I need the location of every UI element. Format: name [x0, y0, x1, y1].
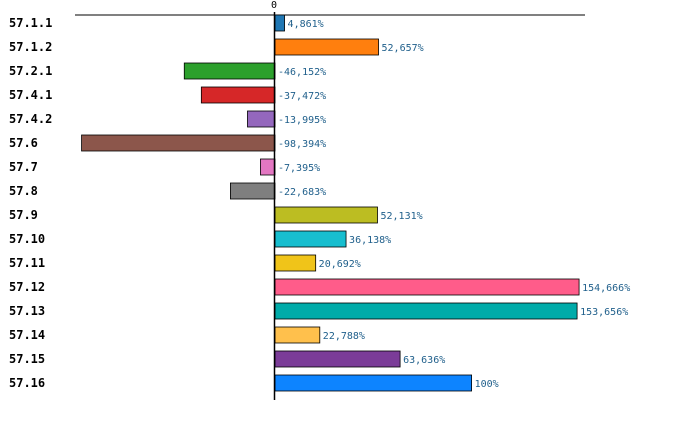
data-label: 63,636%	[403, 355, 445, 366]
data-label: 100%	[475, 379, 499, 390]
bar	[274, 254, 317, 272]
bar	[230, 182, 276, 200]
category-label: 57.16	[9, 376, 45, 390]
value-labels: 4,861% 52,657% -46,152% -37,472% -13,995% -98…	[278, 19, 630, 390]
bar	[274, 350, 401, 368]
category-label: 57.6	[9, 136, 38, 150]
category-label: 57.11	[9, 256, 45, 270]
data-label: -98,394%	[278, 139, 326, 150]
bar	[274, 14, 285, 32]
bar	[183, 62, 276, 80]
bar	[274, 326, 321, 344]
category-label: 57.1.2	[9, 40, 52, 54]
bar	[81, 134, 276, 152]
category-label: 57.14	[9, 328, 45, 342]
data-label: 4,861%	[288, 19, 324, 30]
bar	[274, 206, 378, 224]
category-label: 57.4.2	[9, 112, 52, 126]
category-label: 57.15	[9, 352, 45, 366]
bar	[247, 110, 276, 128]
data-label: 22,788%	[323, 331, 365, 342]
category-label: 57.9	[9, 208, 38, 222]
category-label: 57.13	[9, 304, 45, 318]
data-label: 20,692%	[319, 259, 361, 270]
data-label: -22,683%	[278, 187, 326, 198]
data-label: -7,395%	[278, 163, 320, 174]
data-label: 154,666%	[582, 283, 630, 294]
data-label: 52,131%	[380, 211, 422, 222]
data-label: -46,152%	[278, 67, 326, 78]
category-label: 57.12	[9, 280, 45, 294]
category-label: 57.10	[9, 232, 45, 246]
category-label: 57.1.1	[9, 16, 52, 30]
data-label: -13,995%	[278, 115, 326, 126]
category-label: 57.2.1	[9, 64, 52, 78]
bar	[274, 302, 578, 320]
bar	[274, 278, 580, 296]
bar	[260, 158, 276, 176]
data-label: 52,657%	[382, 43, 424, 54]
data-label: 153,656%	[580, 307, 628, 318]
category-label: 57.4.1	[9, 88, 52, 102]
data-label: -37,472%	[278, 91, 326, 102]
data-label: 36,138%	[349, 235, 391, 246]
bar	[274, 38, 379, 56]
bar	[200, 86, 276, 104]
category-labels: 57.1.1 57.1.2 57.2.1 57.4.1 57.4.2 57.6 57.7 57…	[9, 16, 52, 390]
category-label: 57.8	[9, 184, 38, 198]
bar	[274, 374, 473, 392]
bar	[274, 230, 347, 248]
category-label: 57.7	[9, 160, 38, 174]
zero-tick-label: 0	[271, 0, 277, 11]
